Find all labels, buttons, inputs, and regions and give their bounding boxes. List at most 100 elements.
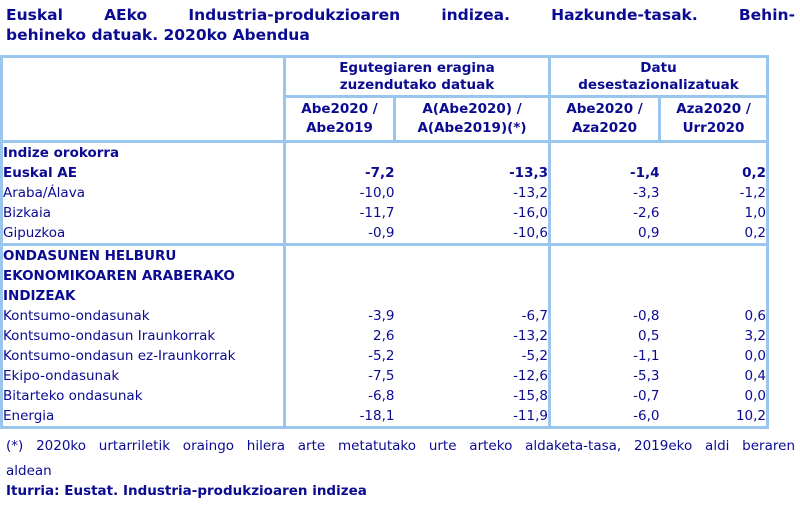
value-cell: 3,2 [744, 328, 766, 344]
row-label: Ekipo-ondasunak [1, 366, 286, 386]
footnote-line-1: (*) 2020ko urtarriletik oraingo hilera a… [6, 438, 795, 454]
value-cell: -5,2 [368, 348, 395, 364]
group-label-line: Datu [640, 59, 677, 76]
value-cell: -6,8 [368, 388, 395, 404]
value-cell: -7,2 [364, 165, 395, 181]
group-label-line: zuzendutako datuak [339, 76, 495, 93]
table-row-kontsumo-ez-iraunkorrak: Kontsumo-ondasun ez-Iraunkorrak -5,2 -5,… [1, 346, 768, 366]
table-row-araba: Araba/Álava -10,0 -13,2 -3,3 -1,2 [1, 183, 768, 203]
value-cell [660, 245, 768, 307]
source-note: Iturria: Eustat. Industria-produkzioaren… [6, 483, 367, 499]
value-cell: -10,6 [394, 223, 551, 246]
value-cell: 2,6 [373, 328, 395, 344]
value-cell: -16,0 [394, 203, 551, 223]
value-cell: -18,1 [359, 408, 395, 424]
table-row-kontsumo-ondasunak: Kontsumo-ondasunak -3,9 -6,7 -0,8 0,6 [1, 306, 768, 326]
value-cell: -5,2 [394, 346, 551, 366]
page-title: Euskal AEko Industria-produkzioaren indi… [6, 5, 795, 45]
table-row-indize-orokorra: Indize orokorra [1, 141, 768, 164]
group-label-line: Egutegiaren eragina [339, 59, 495, 76]
value-cell: -13,3 [394, 163, 551, 183]
value-cell: -10,0 [359, 185, 395, 201]
value-cell [550, 142, 660, 164]
section-header-line: EKONOMIKOAREN ARABERAKO [3, 268, 235, 284]
value-cell: -2,6 [633, 205, 660, 221]
column-header-line: Aza2020 / [676, 101, 751, 117]
value-cell [660, 142, 768, 164]
value-cell: 1,0 [744, 205, 766, 221]
table-row-ekipo-ondasunak: Ekipo-ondasunak -7,5 -12,6 -5,3 0,4 [1, 366, 768, 386]
column-header-accumulated-rate: A(Abe2020) / A(Abe2019)(*) [393, 96, 551, 143]
row-label: Bizkaia [1, 203, 286, 223]
value-cell: -1,4 [629, 165, 660, 181]
value-cell: -6,7 [394, 306, 551, 326]
footnote: (*) 2020ko urtarriletik oraingo hilera a… [6, 434, 795, 484]
title-line-2: behineko datuak. 2020ko Abendua [6, 26, 310, 44]
column-header-line: Abe2020 / [566, 101, 643, 117]
column-header-line: Abe2020 / [301, 101, 378, 117]
value-cell: 0,2 [659, 223, 768, 246]
row-label: Kontsumo-ondasunak [1, 306, 286, 326]
value-cell: -0,9 [284, 223, 395, 246]
column-header-line: Abe2019 [306, 120, 373, 136]
value-cell [285, 142, 395, 164]
row-label: Euskal AE [1, 163, 286, 183]
row-label: Bitarteko ondasunak [1, 386, 286, 406]
table-row-bitarteko-ondasunak: Bitarteko ondasunak -6,8 -15,8 -0,7 0,0 [1, 386, 768, 406]
section-header-line: INDIZEAK [3, 288, 76, 304]
column-group-calendar-adjusted: Egutegiaren eragina zuzendutako datuak [283, 56, 551, 98]
value-cell: -15,8 [394, 386, 551, 406]
corner-cell [1, 56, 286, 143]
value-cell: -11,7 [359, 205, 395, 221]
value-cell: -1,1 [633, 348, 660, 364]
value-cell: 0,2 [742, 165, 766, 181]
row-label: Indize orokorra [1, 141, 286, 163]
value-cell: 10,2 [735, 408, 766, 424]
value-cell: -7,5 [368, 368, 395, 384]
column-header-line: A(Abe2019)(*) [417, 120, 527, 136]
value-cell: -5,3 [633, 368, 660, 384]
column-header-line: Aza2020 [572, 120, 637, 136]
value-cell: 0,9 [549, 223, 660, 246]
table-row-kontsumo-iraunkorrak: Kontsumo-ondasun Iraunkorrak 2,6 -13,2 0… [1, 326, 768, 346]
column-header-aza2020-urr2020: Aza2020 / Urr2020 [658, 96, 768, 143]
value-cell: -6,0 [633, 408, 660, 424]
value-cell: -13,2 [394, 183, 551, 203]
value-cell: 0,5 [638, 328, 660, 344]
value-cell: 0,0 [744, 388, 766, 404]
title-line-1: Euskal AEko Industria-produkzioaren indi… [6, 6, 795, 24]
value-cell: -12,6 [394, 366, 551, 386]
row-label: Kontsumo-ondasun Iraunkorrak [1, 326, 286, 346]
value-cell [285, 245, 395, 307]
value-cell: -3,9 [368, 308, 395, 324]
sub-header-row: Abe2020 / Abe2019 A(Abe2020) / A(Abe2019… [2, 96, 768, 143]
value-cell: -11,9 [394, 406, 551, 428]
column-group-seasonally-adjusted: Datu desestazionalizatuak [549, 56, 768, 98]
value-cell [394, 244, 551, 306]
value-cell [550, 245, 660, 307]
value-cell: -3,3 [633, 185, 660, 201]
section-header-line: ONDASUNEN HELBURU [3, 248, 177, 264]
column-header-abe2020-aza2020: Abe2020 / Aza2020 [549, 96, 660, 143]
value-cell: 0,6 [744, 308, 766, 324]
column-header-line: Urr2020 [682, 120, 745, 136]
row-label: Gipuzkoa [1, 223, 286, 246]
table-row-gipuzkoa: Gipuzkoa -0,9 -10,6 0,9 0,2 [1, 223, 768, 246]
value-cell: -0,8 [633, 308, 660, 324]
row-label: Kontsumo-ondasun ez-Iraunkorrak [1, 346, 286, 366]
value-cell: 0,0 [744, 348, 766, 364]
row-label: Energia [1, 406, 286, 428]
table-row-euskal-ae: Euskal AE -7,2 -13,3 -1,4 0,2 [1, 163, 768, 183]
value-cell: -0,7 [633, 388, 660, 404]
table-row-energia: Energia -18,1 -11,9 -6,0 10,2 [1, 406, 768, 428]
footnote-line-2: aldean [6, 463, 52, 479]
table-row-bizkaia: Bizkaia -11,7 -16,0 -2,6 1,0 [1, 203, 768, 223]
value-cell [394, 141, 551, 163]
value-cell: -1,2 [739, 185, 766, 201]
section-header-label: ONDASUNEN HELBURU EKONOMIKOAREN ARABERAK… [1, 244, 286, 306]
group-header-row: Egutegiaren eragina zuzendutako datuak D… [1, 56, 768, 143]
value-cell: 0,4 [744, 368, 766, 384]
column-header-line: A(Abe2020) / [422, 101, 522, 117]
group-label-line: desestazionalizatuak [578, 76, 739, 93]
